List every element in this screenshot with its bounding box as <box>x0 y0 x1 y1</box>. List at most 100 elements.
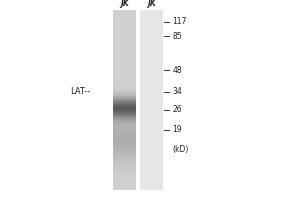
Bar <box>113 110 136 111</box>
Bar <box>140 127 163 128</box>
Bar <box>113 78 136 79</box>
Bar <box>113 68 136 69</box>
Bar <box>113 146 136 147</box>
Bar <box>113 63 136 64</box>
Bar <box>113 102 136 103</box>
Bar <box>140 72 163 73</box>
Bar <box>140 85 163 86</box>
Bar <box>140 44 163 45</box>
Bar <box>140 41 163 42</box>
Bar <box>113 56 136 57</box>
Bar <box>113 34 136 35</box>
Bar <box>140 39 163 40</box>
Bar <box>140 129 163 130</box>
Bar <box>140 171 163 172</box>
Bar <box>140 114 163 115</box>
Bar <box>113 50 136 51</box>
Bar <box>113 108 136 109</box>
Bar <box>113 65 136 66</box>
Bar <box>113 29 136 30</box>
Bar <box>140 45 163 46</box>
Bar <box>113 189 136 190</box>
Bar <box>140 12 163 13</box>
Bar <box>113 13 136 14</box>
Bar <box>113 162 136 163</box>
Text: JK: JK <box>120 0 129 8</box>
Bar <box>113 165 136 166</box>
Bar <box>140 95 163 96</box>
Bar <box>140 92 163 93</box>
Bar <box>140 174 163 175</box>
Bar <box>140 89 163 90</box>
Bar <box>113 53 136 54</box>
Bar <box>140 130 163 131</box>
Bar <box>113 46 136 47</box>
Bar <box>113 91 136 92</box>
Bar <box>140 67 163 68</box>
Bar <box>113 129 136 130</box>
Text: 48: 48 <box>172 66 182 75</box>
Bar <box>113 174 136 175</box>
Bar <box>113 43 136 44</box>
Bar <box>113 145 136 146</box>
Bar <box>113 122 136 123</box>
Bar <box>140 156 163 157</box>
Bar <box>140 13 163 14</box>
Bar <box>140 133 163 134</box>
Bar <box>113 166 136 167</box>
Bar <box>140 186 163 187</box>
Text: LAT--: LAT-- <box>70 87 90 96</box>
Bar <box>113 44 136 45</box>
Bar <box>140 32 163 33</box>
Bar <box>140 157 163 158</box>
Bar <box>113 67 136 68</box>
Bar <box>113 139 136 140</box>
Bar <box>113 20 136 21</box>
Bar <box>140 137 163 138</box>
Bar <box>140 35 163 36</box>
Bar <box>140 42 163 43</box>
Bar <box>113 74 136 75</box>
Bar <box>140 31 163 32</box>
Bar <box>140 57 163 58</box>
Bar <box>113 88 136 89</box>
Bar <box>113 28 136 29</box>
Bar <box>113 83 136 84</box>
Bar <box>140 189 163 190</box>
Bar <box>140 152 163 153</box>
Bar <box>140 138 163 139</box>
Bar <box>140 113 163 114</box>
Bar <box>140 33 163 34</box>
Bar <box>140 29 163 30</box>
Bar <box>113 18 136 19</box>
Bar <box>113 48 136 49</box>
Bar <box>113 125 136 126</box>
Bar <box>140 179 163 180</box>
Bar <box>113 141 136 142</box>
Bar <box>113 42 136 43</box>
Bar <box>113 118 136 119</box>
Bar <box>113 128 136 129</box>
Bar <box>113 80 136 81</box>
Bar <box>113 81 136 82</box>
Bar <box>113 85 136 86</box>
Bar <box>113 95 136 96</box>
Bar <box>113 66 136 67</box>
Bar <box>140 149 163 150</box>
Bar <box>140 23 163 24</box>
Bar <box>113 87 136 88</box>
Bar <box>113 130 136 131</box>
Bar <box>140 20 163 21</box>
Bar <box>113 153 136 154</box>
Bar <box>113 113 136 114</box>
Bar <box>140 59 163 60</box>
Bar <box>113 69 136 70</box>
Bar <box>140 69 163 70</box>
Bar <box>113 93 136 94</box>
Bar <box>140 18 163 19</box>
Bar <box>113 155 136 156</box>
Bar <box>140 126 163 127</box>
Bar <box>113 176 136 177</box>
Bar <box>140 77 163 78</box>
Bar <box>113 150 136 151</box>
